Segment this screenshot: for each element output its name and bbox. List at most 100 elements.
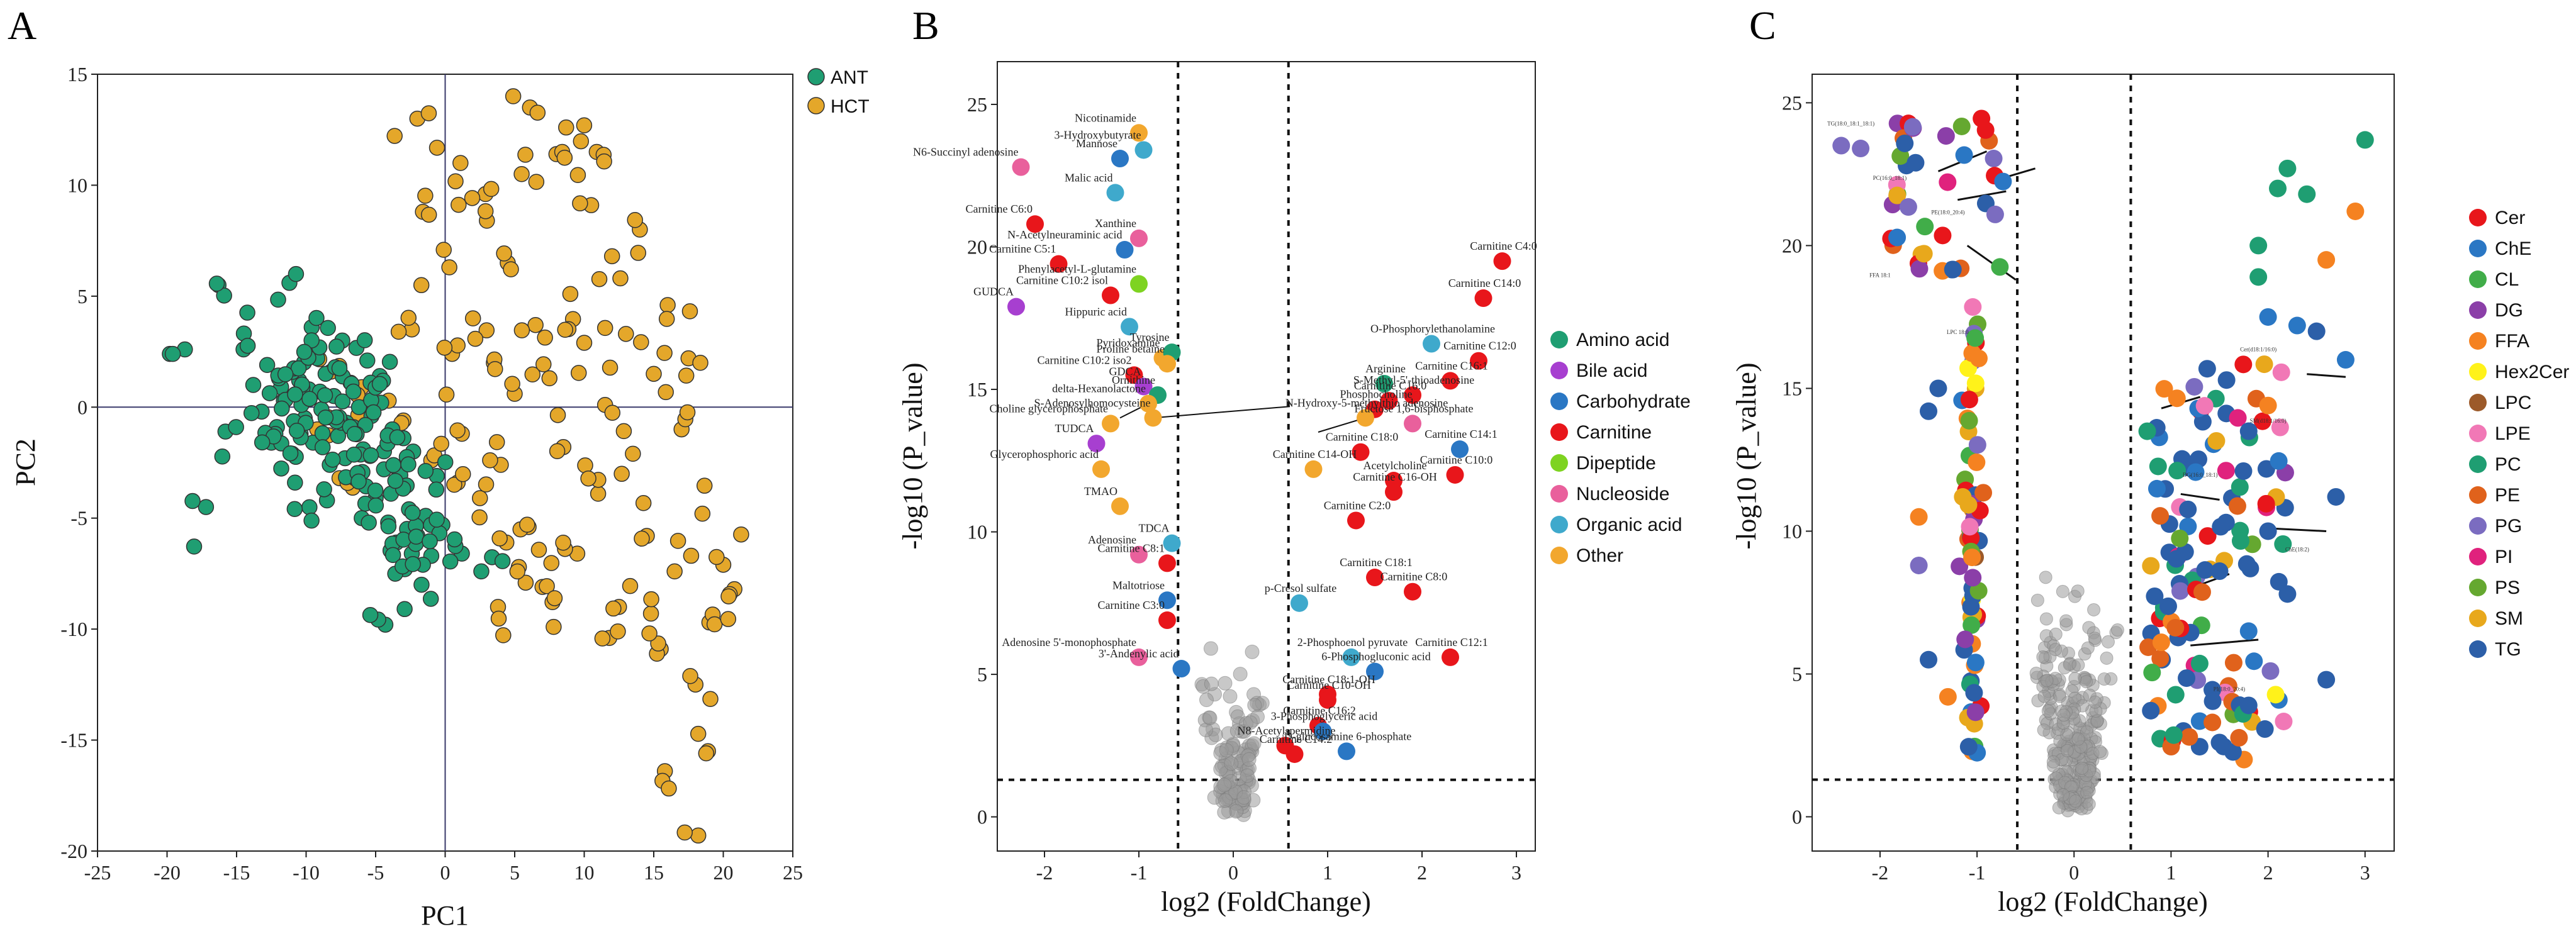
lipid-point-tg <box>1920 402 1937 420</box>
legend-label-che: ChE <box>2495 238 2531 259</box>
hct-point <box>400 309 417 326</box>
lipid-point-pe <box>2180 728 2198 746</box>
x-tick-label: -2 <box>1036 861 1053 884</box>
ant-point <box>437 454 454 470</box>
lipid-point-che <box>2259 308 2277 326</box>
lipid-point-che <box>2239 622 2258 640</box>
nonsignificant-point <box>1229 723 1245 738</box>
x-tick-label: 10 <box>574 861 595 884</box>
ant-point <box>288 265 305 282</box>
lipid-point-tg <box>2198 360 2216 378</box>
lipid-point-pc <box>2269 179 2287 198</box>
leader-line <box>2307 373 2346 378</box>
point-bile-acid <box>1087 435 1106 453</box>
lipid-point-tg <box>2224 743 2242 761</box>
hct-point <box>541 370 557 387</box>
ant-point <box>387 472 404 489</box>
point-label: Carnitine C16:0 <box>1354 379 1427 392</box>
point-label: Phenylacetyl-L-glutamine <box>1018 262 1136 275</box>
point-label: Carnitine C4:0 <box>1470 240 1537 252</box>
panel-letter-c: C <box>1749 3 1776 48</box>
lipid-point-pg <box>1985 149 2003 167</box>
x-tick-label: -10 <box>293 861 320 884</box>
legend-swatch-pg <box>2469 517 2487 535</box>
legend-label-carnitine: Carnitine <box>1576 422 1652 443</box>
y-tick-label: -15 <box>60 729 87 752</box>
hct-point <box>572 195 588 212</box>
x-tick-label: 1 <box>2166 861 2176 884</box>
nonsignificant-point <box>2037 689 2051 703</box>
legend-label-carbohydrate: Carbohydrate <box>1576 391 1691 412</box>
lipid-point-pe <box>2151 507 2170 525</box>
point-carbohydrate <box>1158 591 1176 610</box>
ant-point <box>396 601 413 618</box>
ant-point <box>296 343 313 360</box>
point-other <box>1111 497 1129 515</box>
lipid-point-tg <box>2196 561 2214 579</box>
hct-point <box>562 286 579 303</box>
legend-swatch-pc <box>2469 455 2487 473</box>
ant-point <box>303 512 320 529</box>
hct-point <box>634 530 650 547</box>
point-label: N-Hydroxy-5-methylthio adenosine <box>1285 396 1448 409</box>
legend-label-organic-acid: Organic acid <box>1576 515 1682 535</box>
nonsignificant-point <box>1223 689 1238 704</box>
nonsignificant-point <box>2093 745 2107 759</box>
lipid-point-che <box>1888 228 1907 247</box>
lipid-point-che <box>2187 463 2205 481</box>
ant-point <box>301 391 318 407</box>
lipid-point-ffa <box>2317 251 2336 269</box>
x-tick-label: 20 <box>714 861 734 884</box>
pca-y-axis-title: PC2 <box>10 438 41 486</box>
ant-point <box>316 387 333 404</box>
ant-point <box>381 354 398 370</box>
point-label: 2-Phosphoenol pyruvate <box>1297 636 1408 649</box>
lipid-point-ffa <box>1969 349 1988 367</box>
y-tick-label: 10 <box>967 521 987 543</box>
legend-swatch-hct <box>807 97 825 114</box>
ant-point <box>259 357 276 373</box>
legend-swatch-cer <box>2469 209 2487 226</box>
point-carnitine <box>1446 465 1464 484</box>
hct-point <box>692 355 708 371</box>
point-label: Adenosine <box>1088 533 1136 546</box>
lipid-point-tg <box>2142 701 2160 720</box>
hct-point <box>681 303 698 320</box>
ant-point <box>346 426 363 442</box>
nonsignificant-point <box>1204 676 1219 691</box>
x-tick-label: -25 <box>84 861 111 884</box>
point-carbohydrate <box>1172 660 1190 678</box>
hct-point <box>517 147 534 163</box>
point-label: Nicotinamide <box>1075 111 1136 124</box>
ant-point <box>408 528 425 545</box>
hct-point <box>594 630 611 647</box>
lipid-point-cer <box>2198 527 2217 545</box>
point-organic-acid <box>1106 184 1124 202</box>
point-label: S-Adenosylhomocysteine <box>1034 396 1151 409</box>
point-bile-acid <box>1007 298 1025 316</box>
point-carbohydrate <box>1338 742 1355 760</box>
hct-point <box>441 259 457 276</box>
ant-point <box>362 447 379 464</box>
ant-point <box>422 533 438 550</box>
lipid-point-tg <box>2178 669 2196 688</box>
point-carnitine <box>1347 511 1365 530</box>
point-label: Xanthine <box>1095 217 1136 230</box>
nonsignificant-point <box>2059 614 2073 628</box>
ant-point <box>282 445 299 462</box>
point-nucleoside <box>1012 158 1030 176</box>
x-tick-label: 1 <box>1323 861 1333 884</box>
lipid-point-tg <box>2193 413 2212 431</box>
legend-label-hct: HCT <box>831 96 870 117</box>
hct-point <box>478 322 495 338</box>
ant-point <box>314 439 331 455</box>
volcano-c-point-labels: TG(18:0_18:1_18:1) PC(16:0_18:1) PE(18:0_2… <box>1827 121 2309 693</box>
point-label: Tyrosine <box>1130 331 1170 343</box>
point-label: TUDCA <box>1055 422 1094 435</box>
point-label: 3-Phosphoglyceric acid <box>1271 710 1377 723</box>
point-carnitine <box>1352 443 1370 461</box>
point-nucleoside <box>1130 648 1148 666</box>
legend-swatch-ant <box>807 68 825 86</box>
legend-label-hex2cer: Hex2Cer <box>2495 362 2569 382</box>
lipid-point-ffa <box>2259 396 2277 415</box>
